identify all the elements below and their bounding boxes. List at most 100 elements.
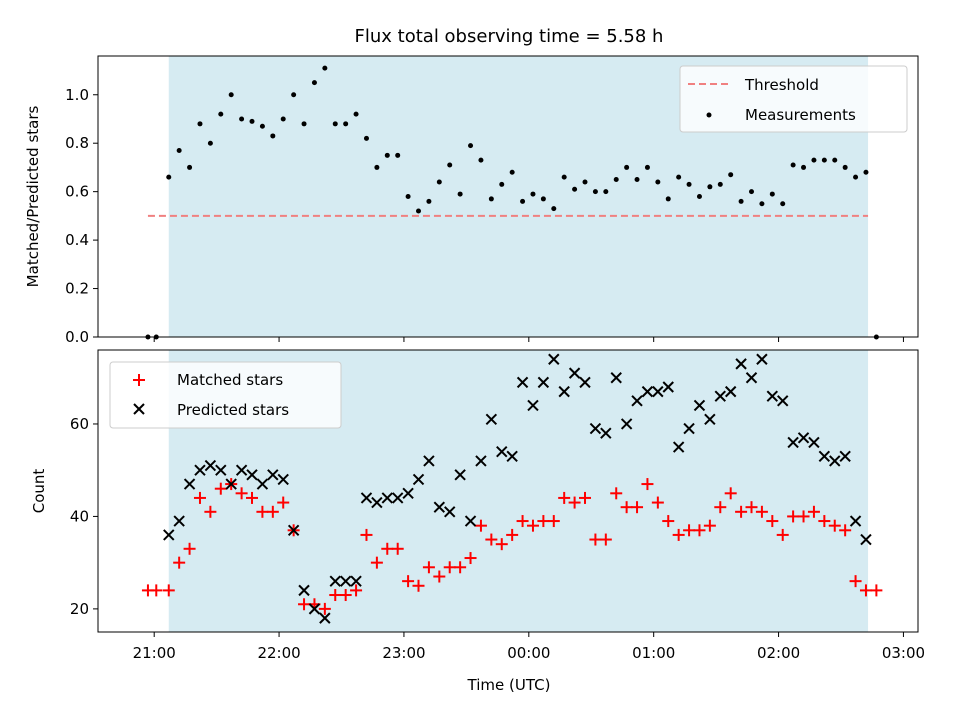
y-tick-label: 60 xyxy=(70,415,89,433)
measurement-point xyxy=(374,164,380,170)
predicted-marker-b xyxy=(350,575,362,587)
predicted-star-point xyxy=(256,478,269,490)
predicted-star-point xyxy=(777,395,789,407)
x-tick-label: 03:00 xyxy=(882,644,925,662)
predicted-star-point xyxy=(371,496,383,509)
x-tick-label: 02:00 xyxy=(757,644,800,662)
predicted-star-point xyxy=(849,515,862,527)
predicted-star-point xyxy=(641,385,654,398)
predicted-marker-b xyxy=(246,469,258,481)
matched-star-point xyxy=(183,542,196,555)
chart-title: Flux total observing time = 5.58 h xyxy=(355,26,664,47)
predicted-marker-b xyxy=(818,450,831,463)
matched-star-point xyxy=(651,496,664,509)
matched-star-point xyxy=(745,501,758,514)
predicted-marker-b xyxy=(777,395,789,407)
predicted-star-point xyxy=(704,413,716,426)
predicted-star-point xyxy=(423,455,435,467)
predicted-star-point xyxy=(735,358,747,370)
measurement-point xyxy=(332,121,338,127)
predicted-marker-b xyxy=(714,390,726,402)
matched-star-point xyxy=(776,528,789,541)
predicted-marker-b xyxy=(506,450,518,463)
predicted-star-point xyxy=(527,399,539,412)
predicted-marker-b xyxy=(808,436,820,449)
predicted-star-point xyxy=(610,372,622,384)
predicted-star-point xyxy=(766,390,779,402)
y-tick-label: 0.8 xyxy=(65,134,89,152)
matched-star-point xyxy=(381,542,394,555)
matched-star-point xyxy=(724,487,737,500)
ratio-legend: Threshold Measurements xyxy=(679,65,908,133)
predicted-star-point xyxy=(620,418,633,430)
matched-star-point xyxy=(173,556,186,569)
predicted-star-point xyxy=(402,487,414,500)
predicted-star-point xyxy=(672,441,685,453)
legend-threshold-label: Threshold xyxy=(744,76,819,94)
measurement-point xyxy=(259,123,265,129)
count-y-axis: 20 40 60 xyxy=(70,415,98,618)
matched-star-point xyxy=(318,602,331,615)
predicted-marker-b xyxy=(839,450,851,463)
predicted-star-point xyxy=(444,506,456,518)
measurement-point xyxy=(363,135,369,141)
measurement-point xyxy=(228,92,234,98)
measurement-point xyxy=(322,65,328,71)
predicted-marker-b xyxy=(225,478,237,490)
predicted-star-point xyxy=(829,455,841,467)
count-panel: 20 40 60 21:00 22:00 23:00 00:00 01:00 02:00 03:… xyxy=(30,349,925,694)
predicted-star-point xyxy=(194,464,206,476)
measurement-point xyxy=(769,191,775,197)
predicted-star-point xyxy=(548,353,560,365)
predicted-star-point xyxy=(308,603,321,615)
x-tick-label: 00:00 xyxy=(507,644,550,662)
matched-star-point xyxy=(558,491,571,504)
measurement-point xyxy=(270,133,276,139)
matched-star-point xyxy=(735,505,748,518)
predicted-star-point xyxy=(860,533,872,546)
measurement-point xyxy=(686,181,692,187)
predicted-star-point xyxy=(329,575,341,587)
predicted-star-point xyxy=(287,524,300,537)
y-tick-label: 0.0 xyxy=(65,328,89,346)
measurement-point xyxy=(832,157,838,163)
predicted-marker-b xyxy=(797,432,810,444)
predicted-marker-b xyxy=(683,422,695,435)
matched-star-point xyxy=(610,487,623,500)
predicted-star-point xyxy=(693,399,706,412)
measurement-point xyxy=(291,92,297,98)
matched-star-point xyxy=(807,505,820,518)
matched-star-point xyxy=(714,501,727,514)
predicted-star-point xyxy=(204,459,217,472)
matched-star-point xyxy=(693,524,706,537)
ratio-panel-frame xyxy=(97,55,919,338)
predicted-marker-b xyxy=(308,603,321,615)
measurement-point xyxy=(707,184,713,190)
matched-star-point xyxy=(672,528,685,541)
predicted-star-point xyxy=(215,464,227,476)
measurement-point xyxy=(738,198,744,204)
matched-star-point xyxy=(631,501,644,514)
predicted-marker-b xyxy=(423,455,435,467)
measurement-point xyxy=(176,147,182,153)
matched-star-point xyxy=(797,510,810,523)
y-tick-label: 0.6 xyxy=(65,183,89,201)
predicted-star-point xyxy=(381,492,393,504)
y-tick-label: 20 xyxy=(70,600,89,618)
predicted-star-point xyxy=(475,455,487,467)
legend-measurements-swatch xyxy=(706,112,712,118)
matched-star-point xyxy=(433,570,446,583)
predicted-marker-b xyxy=(194,464,206,476)
predicted-marker-b xyxy=(704,413,716,426)
predicted-marker-b xyxy=(516,376,529,389)
matched-star-point xyxy=(662,515,675,528)
measurement-point xyxy=(249,118,255,124)
measurement-point xyxy=(509,169,515,175)
measurement-point xyxy=(187,164,193,170)
matched-star-point xyxy=(599,533,612,546)
measurement-point xyxy=(842,164,848,170)
predicted-marker-b xyxy=(662,381,674,393)
predicted-star-point xyxy=(724,385,737,398)
ratio-y-axis: 0.0 0.2 0.4 0.6 0.8 1.0 xyxy=(65,86,98,346)
